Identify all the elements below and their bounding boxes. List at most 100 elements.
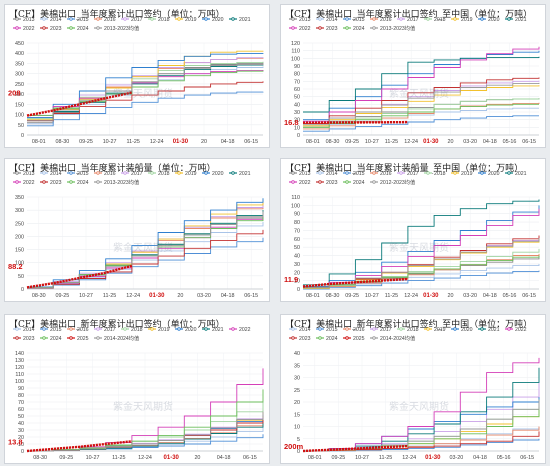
legend-label: 2021: [239, 171, 251, 177]
legend-marker: [96, 327, 100, 331]
legend-item[interactable]: 2016: [343, 327, 365, 333]
legend-item[interactable]: 2024: [343, 180, 365, 186]
legend-item[interactable]: 2022: [505, 327, 527, 333]
legend-item[interactable]: 2017: [121, 171, 143, 177]
legend-item[interactable]: 2017: [121, 17, 143, 23]
legend-item[interactable]: 2017: [397, 171, 419, 177]
legend-item[interactable]: 2013-2023均值: [94, 24, 139, 32]
x-tick-label: 06-15: [522, 139, 536, 145]
legend-item[interactable]: 2014: [40, 17, 62, 23]
series-line-2025: [26, 440, 133, 453]
legend-item[interactable]: 2018: [397, 327, 419, 333]
legend-item[interactable]: 2017: [397, 17, 419, 23]
x-tick-label: 10-27: [365, 293, 379, 299]
y-tick-label: 130: [15, 358, 24, 364]
legend-item[interactable]: 2018: [424, 171, 446, 177]
legend-item[interactable]: 2016: [94, 17, 116, 23]
legend-item[interactable]: 2020: [478, 17, 500, 23]
legend-item[interactable]: 2013-2023均值: [370, 24, 415, 32]
legend-label: 2015: [50, 327, 62, 333]
legend-item[interactable]: 2022: [229, 327, 251, 333]
legend-marker: [399, 171, 403, 175]
legend-item[interactable]: 2023: [40, 26, 62, 32]
legend-item[interactable]: 2020: [202, 17, 224, 23]
legend-label: 2020: [461, 327, 473, 333]
legend-item[interactable]: 2019: [424, 327, 446, 333]
legend-marker: [204, 327, 208, 331]
legend-item[interactable]: 2023: [289, 336, 311, 342]
legend-item[interactable]: 2018: [148, 171, 170, 177]
legend-item[interactable]: 2016: [370, 17, 392, 23]
legend-item[interactable]: 2020: [478, 171, 500, 177]
legend-item[interactable]: 2012-2023均值: [370, 178, 415, 186]
legend-item[interactable]: 2018: [121, 327, 143, 333]
legend-item[interactable]: 2015: [67, 17, 89, 23]
legend-item[interactable]: 2025: [343, 336, 365, 342]
legend-item[interactable]: 2023: [316, 26, 338, 32]
x-tick-label: 03-20: [197, 293, 211, 299]
legend-item[interactable]: 2016: [94, 171, 116, 177]
legend-item[interactable]: 2024: [67, 180, 89, 186]
series-line-2025: [26, 264, 133, 289]
legend-item[interactable]: 2015: [67, 171, 89, 177]
legend-item[interactable]: 2023: [316, 180, 338, 186]
legend-item[interactable]: 2015: [40, 327, 62, 333]
legend-item[interactable]: 2013: [13, 171, 35, 177]
legend-item[interactable]: 2013: [289, 17, 311, 23]
legend-item[interactable]: 2015: [343, 17, 365, 23]
legend-item[interactable]: 2021: [229, 171, 251, 177]
legend-item[interactable]: 2019: [175, 171, 197, 177]
legend-item[interactable]: 2018: [424, 17, 446, 23]
legend-item[interactable]: 2014: [40, 171, 62, 177]
legend-item[interactable]: 2017: [94, 327, 116, 333]
legend-item[interactable]: 2013-2023均值: [94, 178, 139, 186]
legend-item[interactable]: 2021: [229, 17, 251, 23]
legend-item[interactable]: 2019: [451, 17, 473, 23]
x-tick-label: 04-18: [221, 139, 235, 145]
legend-item[interactable]: 2021: [202, 327, 224, 333]
legend-item[interactable]: 2023: [13, 336, 35, 342]
legend-item[interactable]: 2014: [289, 327, 311, 333]
y-tick-label: 250: [15, 221, 24, 227]
legend-marker: [318, 17, 322, 21]
series-line-2023: [27, 229, 264, 289]
legend-item[interactable]: 2022: [13, 26, 35, 32]
legend-item[interactable]: 2019: [451, 171, 473, 177]
legend-item[interactable]: 2014-2024均值: [94, 334, 139, 342]
legend-item[interactable]: 2021: [505, 171, 527, 177]
legend-item[interactable]: 2013: [289, 171, 311, 177]
legend-item[interactable]: 2022: [289, 180, 311, 186]
series-line-2021: [303, 199, 540, 286]
legend-item[interactable]: 2019: [148, 327, 170, 333]
legend-item[interactable]: 2020: [202, 171, 224, 177]
legend-label: 2016: [104, 171, 116, 177]
legend-item[interactable]: 2022: [13, 180, 35, 186]
legend-item[interactable]: 2017: [370, 327, 392, 333]
legend-item[interactable]: 2016: [67, 327, 89, 333]
legend-item[interactable]: 2024: [343, 26, 365, 32]
legend-item[interactable]: 2014: [316, 171, 338, 177]
legend-item[interactable]: 2024: [40, 336, 62, 342]
legend-item[interactable]: 2021: [505, 17, 527, 23]
legend-item[interactable]: 2024: [67, 26, 89, 32]
legend-item[interactable]: 2022: [289, 26, 311, 32]
legend-item[interactable]: 2016: [370, 171, 392, 177]
legend-label: 2013-2023均值: [380, 24, 415, 32]
legend-item[interactable]: 2024: [316, 336, 338, 342]
legend-item[interactable]: 2015: [316, 327, 338, 333]
legend-item[interactable]: 2014: [316, 17, 338, 23]
y-tick-label: 100: [291, 203, 300, 209]
legend-item[interactable]: 2025: [67, 336, 89, 342]
legend-item[interactable]: 2023: [40, 180, 62, 186]
legend-item[interactable]: 2018: [148, 17, 170, 23]
legend-item[interactable]: 2014-2024均值: [370, 334, 415, 342]
legend-item[interactable]: 2015: [343, 171, 365, 177]
legend-item[interactable]: 2019: [175, 17, 197, 23]
legend-marker: [453, 327, 457, 331]
legend-item[interactable]: 2021: [478, 327, 500, 333]
legend-item[interactable]: 2014: [13, 327, 35, 333]
legend-item[interactable]: 2020: [175, 327, 197, 333]
legend-item[interactable]: 2013: [13, 17, 35, 23]
y-tick-label: 200: [15, 92, 24, 98]
legend-item[interactable]: 2020: [451, 327, 473, 333]
